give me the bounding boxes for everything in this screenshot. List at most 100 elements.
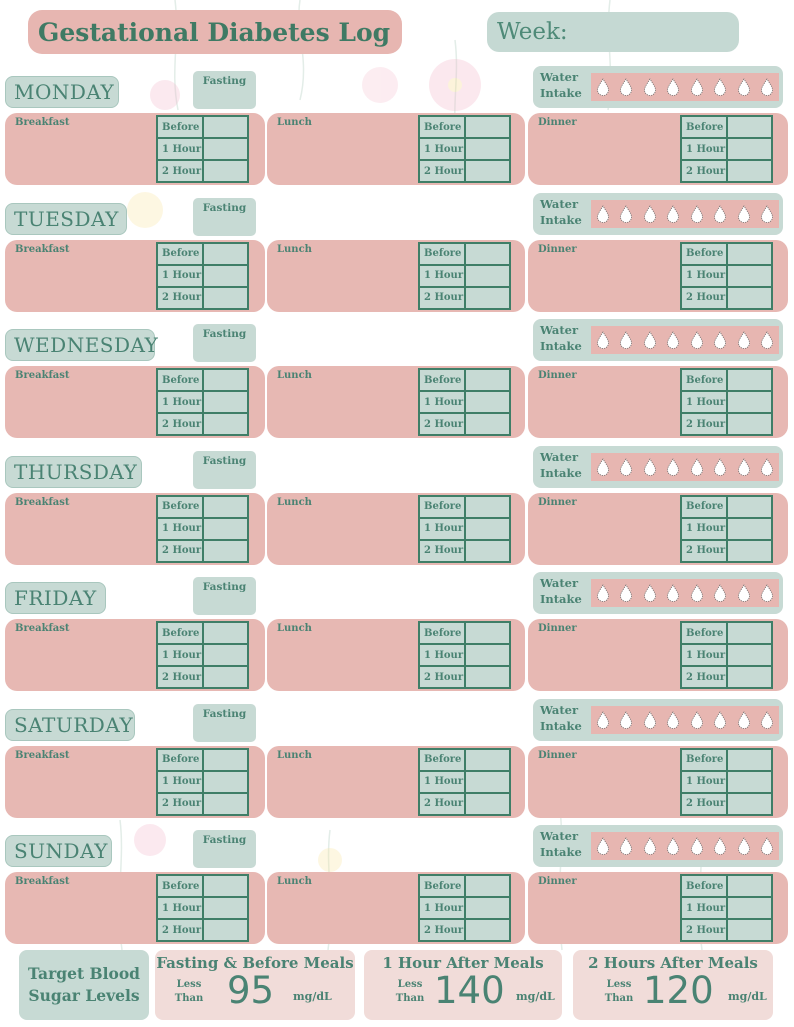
water-drop-icon[interactable] <box>732 326 756 354</box>
meal-box-monday-dinner[interactable]: Dinner Before 1 Hour 2 Hour <box>528 113 788 185</box>
water-drop-icon[interactable] <box>591 579 615 607</box>
water-drop-icon[interactable] <box>756 73 780 101</box>
reading-input[interactable] <box>466 392 509 412</box>
water-drop-icon[interactable] <box>732 453 756 481</box>
fasting-box-sunday[interactable]: Fasting <box>193 830 256 868</box>
meal-box-monday-breakfast[interactable]: Breakfast Before 1 Hour 2 Hour <box>5 113 265 185</box>
reading-input[interactable] <box>466 667 509 687</box>
meal-box-wednesday-dinner[interactable]: Dinner Before 1 Hour 2 Hour <box>528 366 788 438</box>
reading-input[interactable] <box>728 265 771 286</box>
reading-input[interactable] <box>466 370 509 390</box>
meal-box-sunday-dinner[interactable]: Dinner Before 1 Hour 2 Hour <box>528 872 788 944</box>
water-drop-icon[interactable] <box>662 73 686 101</box>
water-drop-icon[interactable] <box>662 453 686 481</box>
water-drop-icon[interactable] <box>591 706 615 734</box>
meal-box-saturday-dinner[interactable]: Dinner Before 1 Hour 2 Hour <box>528 745 788 818</box>
reading-input[interactable] <box>204 771 247 792</box>
reading-input[interactable] <box>204 920 247 940</box>
reading-input[interactable] <box>466 496 509 517</box>
reading-input[interactable] <box>728 645 771 665</box>
water-drop-icon[interactable] <box>709 832 733 860</box>
meal-box-saturday-breakfast[interactable]: Breakfast Before 1 Hour 2 Hour <box>5 745 265 818</box>
water-drop-icon[interactable] <box>615 73 639 101</box>
meal-box-tuesday-dinner[interactable]: Dinner Before 1 Hour 2 Hour <box>528 239 788 312</box>
water-drop-icon[interactable] <box>756 832 780 860</box>
water-drop-icon[interactable] <box>685 326 709 354</box>
reading-input[interactable] <box>728 623 771 643</box>
reading-input[interactable] <box>728 898 771 918</box>
water-drop-icon[interactable] <box>662 200 686 228</box>
water-drop-icon[interactable] <box>591 832 615 860</box>
reading-input[interactable] <box>204 414 247 434</box>
water-drop-icon[interactable] <box>732 832 756 860</box>
meal-box-friday-lunch[interactable]: Lunch Before 1 Hour 2 Hour <box>267 619 525 691</box>
reading-input[interactable] <box>204 496 247 517</box>
reading-input[interactable] <box>728 392 771 412</box>
reading-input[interactable] <box>204 793 247 814</box>
meal-box-friday-breakfast[interactable]: Breakfast Before 1 Hour 2 Hour <box>5 619 265 691</box>
reading-input[interactable] <box>728 793 771 814</box>
water-drop-icon[interactable] <box>709 706 733 734</box>
reading-input[interactable] <box>204 287 247 308</box>
water-drop-icon[interactable] <box>591 200 615 228</box>
reading-input[interactable] <box>728 540 771 561</box>
water-drop-icon[interactable] <box>615 326 639 354</box>
reading-input[interactable] <box>728 370 771 390</box>
meal-box-thursday-lunch[interactable]: Lunch Before 1 Hour 2 Hour <box>267 492 525 565</box>
water-drop-icon[interactable] <box>615 200 639 228</box>
water-drop-icon[interactable] <box>756 326 780 354</box>
water-drop-icon[interactable] <box>709 453 733 481</box>
reading-input[interactable] <box>728 287 771 308</box>
reading-input[interactable] <box>204 243 247 264</box>
water-drop-icon[interactable] <box>638 579 662 607</box>
reading-input[interactable] <box>466 898 509 918</box>
reading-input[interactable] <box>204 645 247 665</box>
reading-input[interactable] <box>728 414 771 434</box>
fasting-box-tuesday[interactable]: Fasting <box>193 197 256 236</box>
reading-input[interactable] <box>466 243 509 264</box>
water-drop-icon[interactable] <box>756 706 780 734</box>
reading-input[interactable] <box>728 243 771 264</box>
reading-input[interactable] <box>204 898 247 918</box>
reading-input[interactable] <box>204 161 247 181</box>
water-drop-icon[interactable] <box>732 579 756 607</box>
reading-input[interactable] <box>466 161 509 181</box>
fasting-box-wednesday[interactable]: Fasting <box>193 324 256 362</box>
reading-input[interactable] <box>466 771 509 792</box>
water-drop-icon[interactable] <box>591 326 615 354</box>
reading-input[interactable] <box>728 749 771 770</box>
water-drop-icon[interactable] <box>756 579 780 607</box>
meal-box-monday-lunch[interactable]: Lunch Before 1 Hour 2 Hour <box>267 113 525 185</box>
meal-box-friday-dinner[interactable]: Dinner Before 1 Hour 2 Hour <box>528 619 788 691</box>
water-drop-icon[interactable] <box>709 200 733 228</box>
reading-input[interactable] <box>728 496 771 517</box>
meal-box-sunday-breakfast[interactable]: Breakfast Before 1 Hour 2 Hour <box>5 872 265 944</box>
water-drop-icon[interactable] <box>662 326 686 354</box>
reading-input[interactable] <box>466 876 509 896</box>
water-drop-icon[interactable] <box>662 832 686 860</box>
reading-input[interactable] <box>466 518 509 539</box>
water-drop-icon[interactable] <box>615 706 639 734</box>
reading-input[interactable] <box>728 518 771 539</box>
water-drop-icon[interactable] <box>638 200 662 228</box>
reading-input[interactable] <box>204 392 247 412</box>
reading-input[interactable] <box>728 876 771 896</box>
reading-input[interactable] <box>728 771 771 792</box>
reading-input[interactable] <box>466 793 509 814</box>
water-drop-icon[interactable] <box>615 579 639 607</box>
reading-input[interactable] <box>466 117 509 137</box>
meal-box-wednesday-breakfast[interactable]: Breakfast Before 1 Hour 2 Hour <box>5 366 265 438</box>
water-drop-icon[interactable] <box>685 73 709 101</box>
water-drop-icon[interactable] <box>756 200 780 228</box>
reading-input[interactable] <box>466 540 509 561</box>
reading-input[interactable] <box>204 518 247 539</box>
meal-box-tuesday-lunch[interactable]: Lunch Before 1 Hour 2 Hour <box>267 239 525 312</box>
week-field[interactable]: Week: <box>487 12 739 52</box>
reading-input[interactable] <box>204 117 247 137</box>
reading-input[interactable] <box>728 161 771 181</box>
water-drop-icon[interactable] <box>685 579 709 607</box>
meal-box-tuesday-breakfast[interactable]: Breakfast Before 1 Hour 2 Hour <box>5 239 265 312</box>
water-drop-icon[interactable] <box>662 579 686 607</box>
reading-input[interactable] <box>728 920 771 940</box>
water-drop-icon[interactable] <box>685 200 709 228</box>
